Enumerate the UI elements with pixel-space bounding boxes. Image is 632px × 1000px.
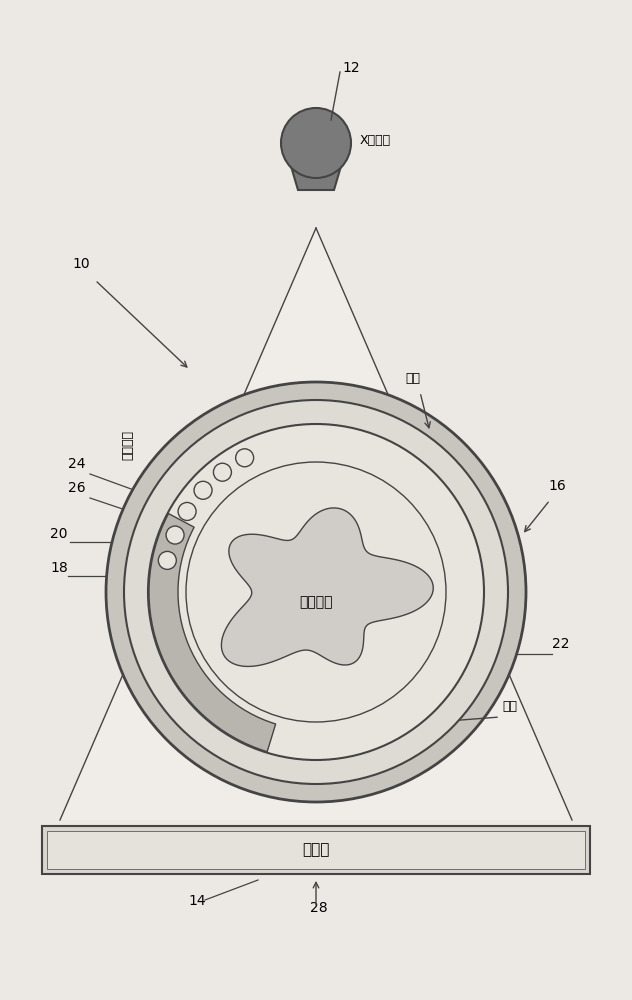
Text: X射线源: X射线源 <box>360 133 391 146</box>
Text: 校准体模: 校准体模 <box>121 430 135 460</box>
Text: 探测器: 探测器 <box>302 842 330 857</box>
Circle shape <box>148 424 484 760</box>
Polygon shape <box>288 156 344 190</box>
Text: 视场: 视场 <box>502 700 517 713</box>
Text: 16: 16 <box>548 479 566 493</box>
Circle shape <box>124 400 508 784</box>
Text: 解剖结构: 解剖结构 <box>299 595 333 609</box>
Text: 22: 22 <box>552 637 569 651</box>
Text: 26: 26 <box>68 481 85 495</box>
Circle shape <box>194 481 212 499</box>
Bar <box>47 831 585 869</box>
Text: 20: 20 <box>50 527 68 541</box>
Circle shape <box>281 108 351 178</box>
Text: 18: 18 <box>50 561 68 575</box>
Text: 28: 28 <box>310 901 327 915</box>
Text: 24: 24 <box>68 457 85 471</box>
Text: 12: 12 <box>342 61 360 75</box>
Bar <box>42 826 590 874</box>
Circle shape <box>166 526 184 544</box>
Polygon shape <box>60 228 572 820</box>
Circle shape <box>214 463 231 481</box>
Circle shape <box>178 502 196 520</box>
Polygon shape <box>221 508 434 666</box>
Circle shape <box>236 449 253 467</box>
Circle shape <box>106 382 526 802</box>
Text: 机架: 机架 <box>405 372 420 385</box>
Circle shape <box>159 551 176 569</box>
Wedge shape <box>149 514 276 752</box>
Text: 10: 10 <box>72 257 90 271</box>
Text: 14: 14 <box>188 894 205 908</box>
